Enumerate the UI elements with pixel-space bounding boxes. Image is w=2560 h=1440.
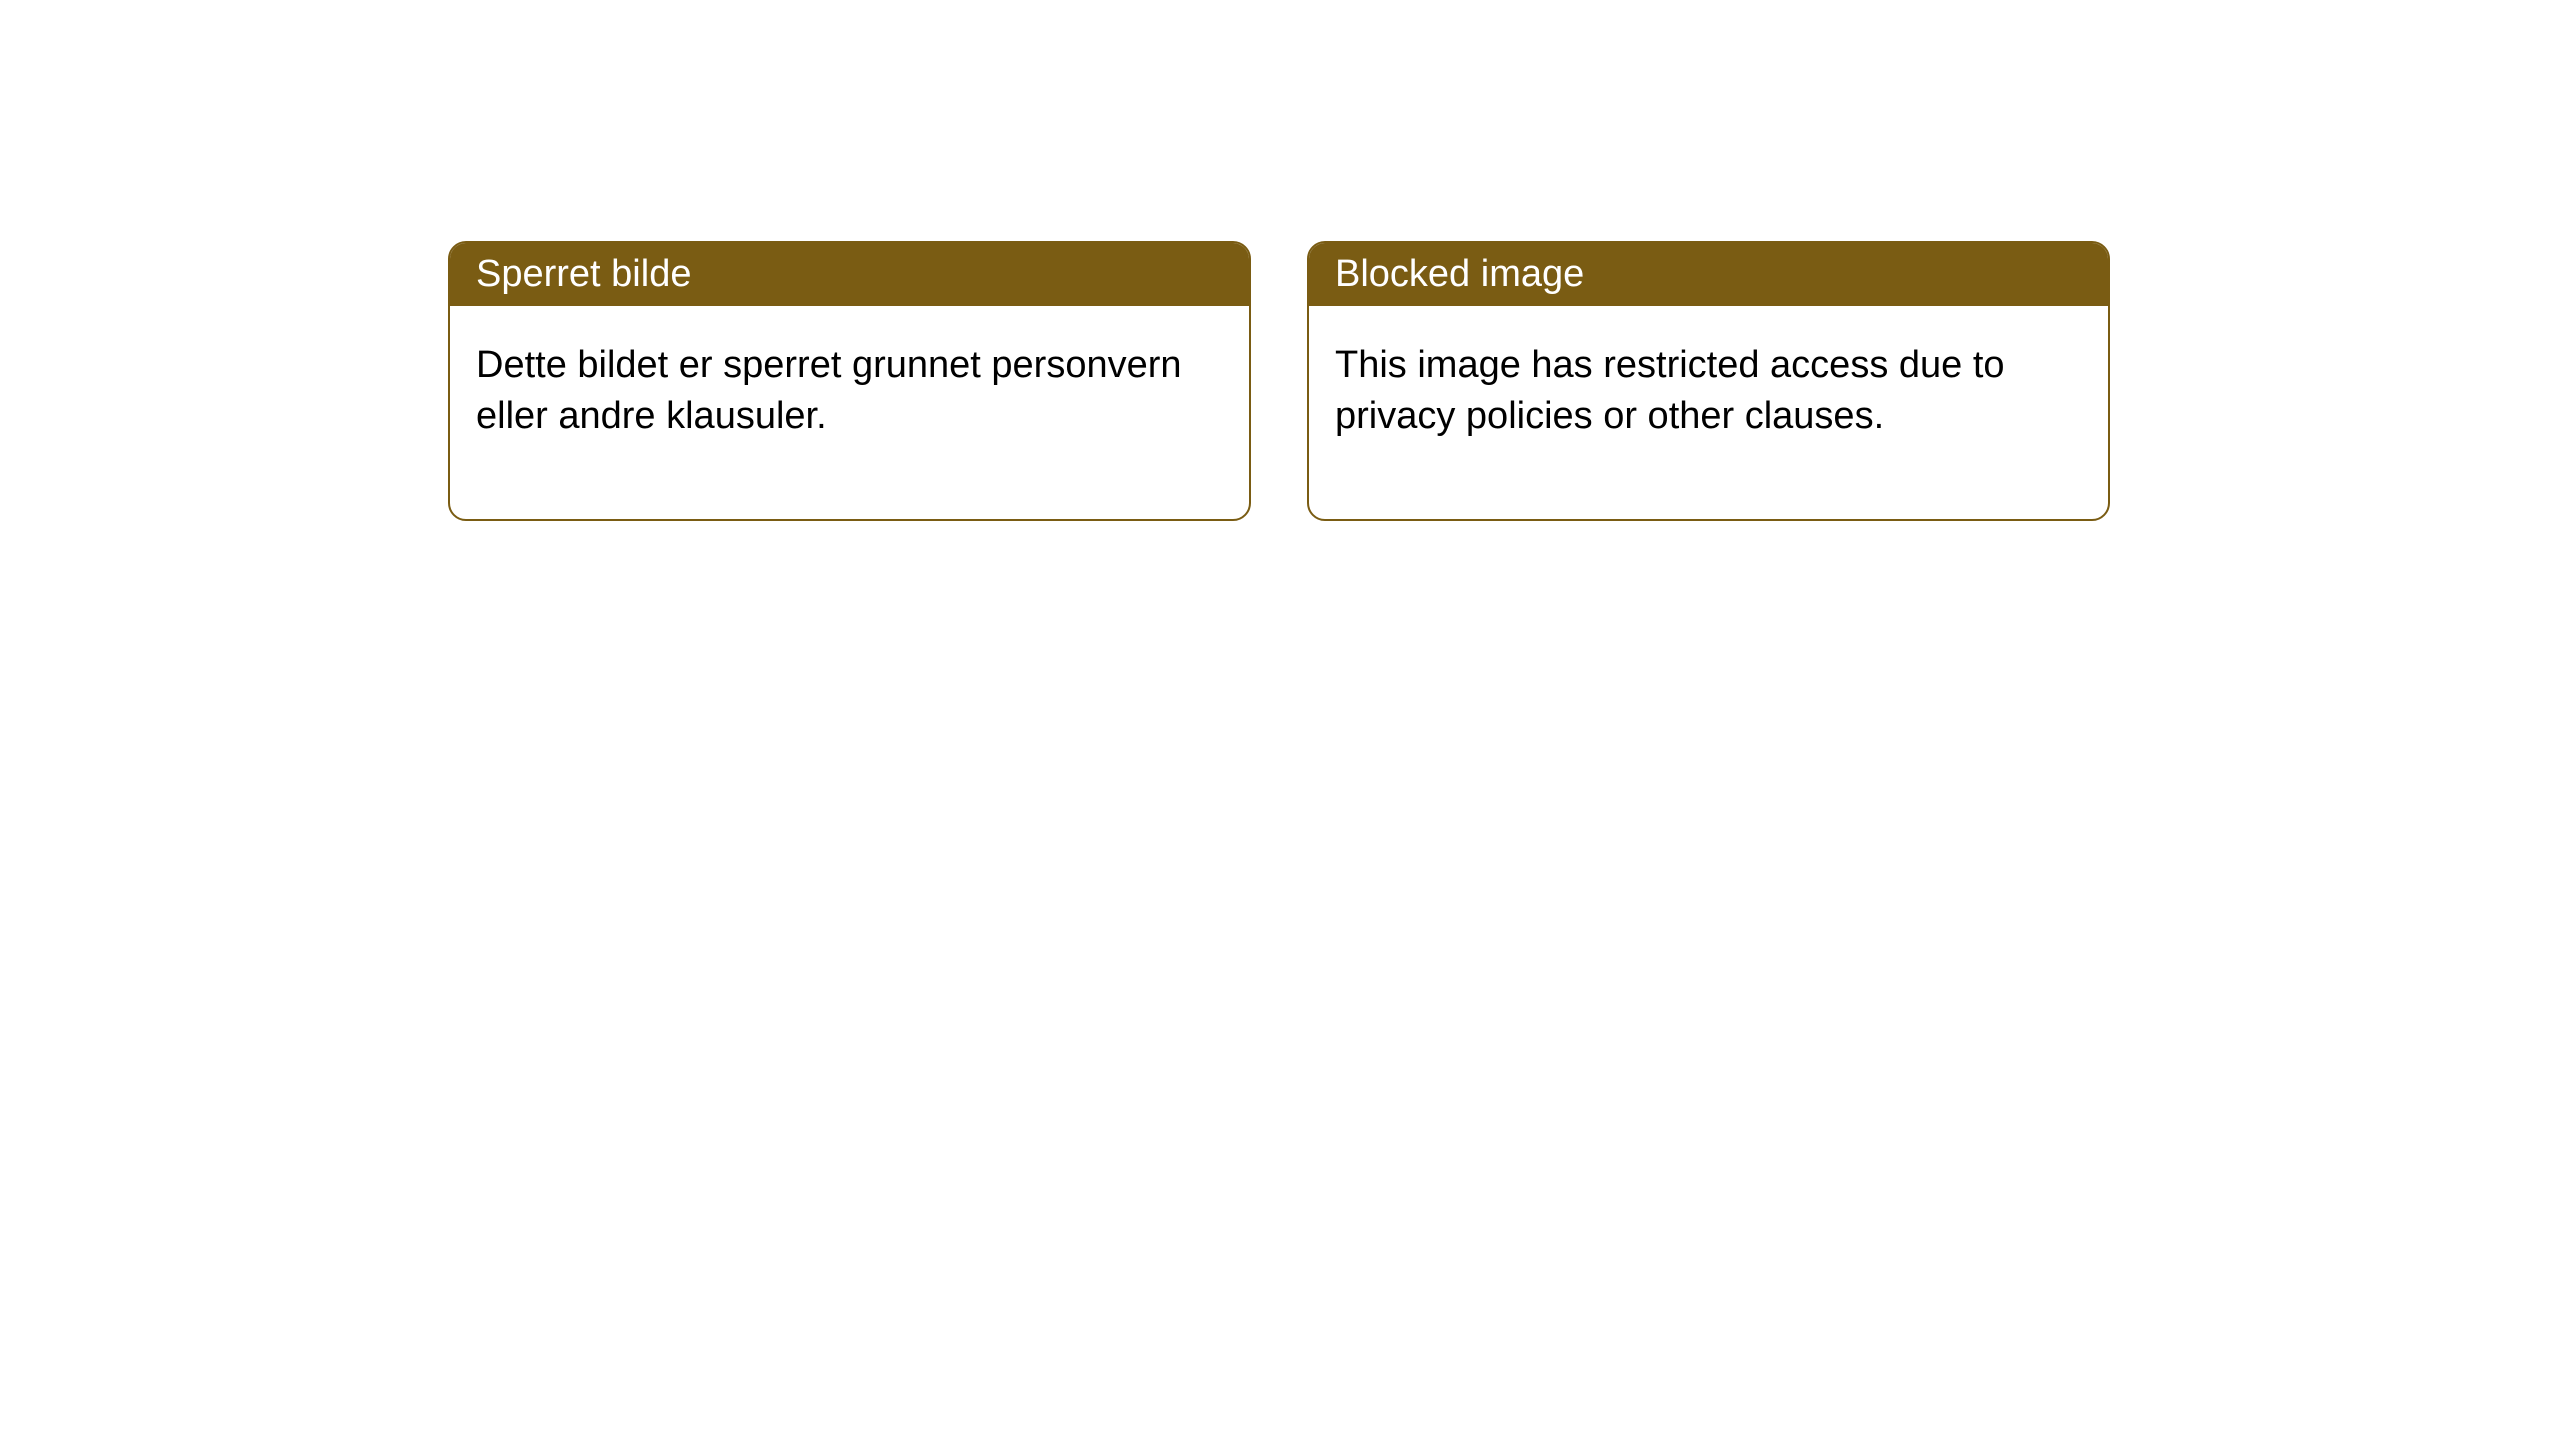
notice-body-text: This image has restricted access due to … [1335,344,2005,437]
notice-header-text: Blocked image [1335,253,1584,295]
notice-body: Dette bildet er sperret grunnet personve… [450,306,1249,519]
notice-header: Sperret bilde [450,243,1249,306]
notice-container: Sperret bilde Dette bildet er sperret gr… [448,241,2110,521]
notice-header: Blocked image [1309,243,2108,306]
notice-card-norwegian: Sperret bilde Dette bildet er sperret gr… [448,241,1251,521]
notice-header-text: Sperret bilde [476,253,691,295]
notice-body-text: Dette bildet er sperret grunnet personve… [476,344,1182,437]
notice-card-english: Blocked image This image has restricted … [1307,241,2110,521]
notice-body: This image has restricted access due to … [1309,306,2108,519]
